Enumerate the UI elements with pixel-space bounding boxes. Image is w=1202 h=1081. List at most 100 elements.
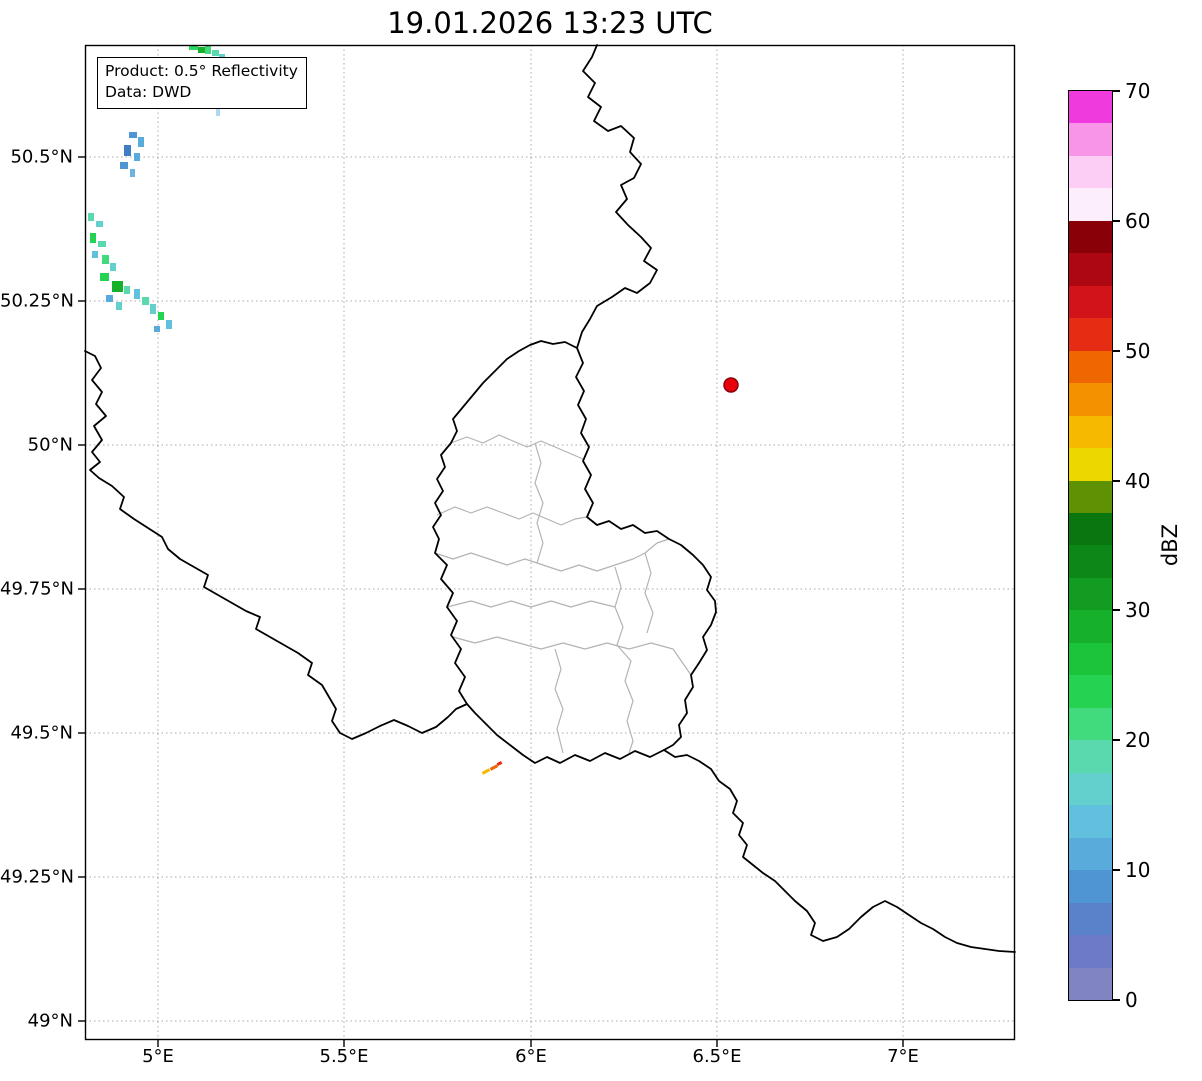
colorbar-tick (1113, 479, 1120, 482)
map-plot-area: Product: 0.5° Reflectivity Data: DWD (78, 44, 1016, 1047)
radar-echo-pixel (129, 132, 137, 138)
colorbar (1068, 90, 1113, 1001)
radar-echo-pixel (216, 106, 220, 116)
border-belgium-germany (576, 44, 658, 349)
colorbar-tick (1113, 609, 1120, 612)
y-tick-label: 49.75°N (0, 578, 74, 600)
colorbar-segment (1069, 870, 1112, 903)
radar-echo-pixel (116, 302, 122, 310)
colorbar-segment (1069, 675, 1112, 708)
colorbar-tick-label: 0 (1125, 988, 1138, 1012)
radar-echo-pixel (150, 304, 156, 314)
radar-echo-pixel (92, 251, 98, 258)
x-tick-label: 7°E (887, 1046, 919, 1067)
colorbar-segment (1069, 253, 1112, 286)
colorbar-tick (1113, 90, 1120, 92)
country-borders (84, 44, 1016, 953)
radar-site-layer (723, 377, 739, 393)
figure-title: 19.01.2026 13:23 UTC (387, 6, 713, 40)
y-tick-label: 50°N (27, 434, 73, 456)
axis-tick-marks (78, 156, 904, 1047)
colorbar-color-ramp (1069, 90, 1112, 1000)
colorbar-axis-label: dBZ (1158, 523, 1182, 567)
radar-echo-pixel (166, 320, 172, 329)
radar-echo-pixel (189, 45, 198, 50)
colorbar-segment (1069, 902, 1112, 936)
radar-echo-pixel (158, 312, 164, 320)
colorbar-segment (1069, 512, 1112, 546)
colorbar-segment (1069, 772, 1112, 806)
radar-echo-pixel (481, 768, 491, 775)
y-tick-label: 50.5°N (10, 146, 73, 168)
radar-echo-pixel (489, 764, 499, 771)
radar-echo-pixel (124, 286, 130, 294)
colorbar-tick-label: 70 (1125, 79, 1151, 103)
colorbar-segment (1069, 967, 1112, 1000)
radar-echo-pixel (134, 153, 140, 161)
colorbar-segment (1069, 285, 1112, 319)
radar-echo-pixel (112, 281, 123, 292)
colorbar-segment (1069, 90, 1112, 124)
colorbar-segment (1069, 350, 1112, 384)
colorbar-segment (1069, 155, 1112, 189)
colorbar-tick-label: 10 (1125, 858, 1151, 883)
border-luxembourg (432, 340, 717, 764)
radar-echo-pixel (88, 213, 94, 221)
radar-echo-pixel (124, 145, 131, 156)
canton-border (450, 434, 584, 460)
colorbar-segment (1069, 480, 1112, 513)
y-tick-label: 49°N (27, 1010, 73, 1032)
colorbar-tick (1113, 349, 1120, 352)
colorbar-tick-label: 40 (1125, 468, 1151, 493)
border-france-belgium (84, 350, 468, 740)
radar-echo-pixel (142, 297, 149, 305)
radar-echo-pixel (198, 47, 205, 53)
data-source-label: Data: DWD (105, 83, 192, 102)
radar-echo-pixel (130, 169, 135, 177)
colorbar-tick-label: 60 (1125, 208, 1151, 233)
colorbar-tick (1113, 739, 1120, 742)
radar-echo-pixel (96, 221, 103, 227)
canton-border (446, 600, 616, 608)
colorbar-tick (1113, 869, 1120, 872)
colorbar-segment (1069, 318, 1112, 351)
colorbar-segment (1069, 577, 1112, 611)
colorbar-segment (1069, 188, 1112, 221)
radar-echo-pixel (100, 273, 109, 281)
colorbar-tick-label: 20 (1125, 728, 1151, 753)
border-france-germany (663, 749, 1016, 953)
radar-echoes (88, 45, 503, 775)
colorbar-segment (1069, 448, 1112, 481)
colorbar-segment (1069, 935, 1112, 968)
canton-border (616, 644, 634, 754)
colorbar-tick-labels: 0 10 20 30 40 50 60 70 (1113, 79, 1183, 1012)
canton-border (434, 538, 670, 572)
colorbar-tick (1113, 219, 1120, 222)
canton-border (436, 506, 588, 526)
radar-echo-pixel (134, 289, 140, 299)
luxembourg-canton-borders (434, 434, 692, 754)
canton-border (452, 636, 692, 676)
y-tick-label: 49.5°N (10, 722, 73, 744)
radar-echo-pixel (106, 295, 113, 302)
product-info-box: Product: 0.5° Reflectivity Data: DWD (97, 57, 307, 109)
x-tick-label: 5.5°E (319, 1046, 369, 1067)
radar-echo-pixel (212, 50, 219, 56)
product-label: Product: 0.5° Reflectivity (105, 62, 298, 80)
radar-echo-pixel (219, 54, 225, 59)
map-canvas (78, 44, 1016, 1047)
radar-echo-pixel (90, 233, 96, 243)
radar-echo-pixel (138, 137, 144, 147)
colorbar-segment (1069, 740, 1112, 773)
radar-site-marker (723, 377, 739, 393)
radar-echo-pixel (496, 761, 503, 766)
radar-echo-pixel (110, 263, 116, 271)
colorbar-tick (1113, 999, 1120, 1001)
radar-echo-pixel (120, 162, 128, 169)
colorbar-segment (1069, 837, 1112, 871)
colorbar-segment (1069, 642, 1112, 676)
colorbar-segment (1069, 545, 1112, 578)
x-tick-label: 6.5°E (692, 1046, 742, 1067)
radar-echo-pixel (154, 326, 160, 332)
